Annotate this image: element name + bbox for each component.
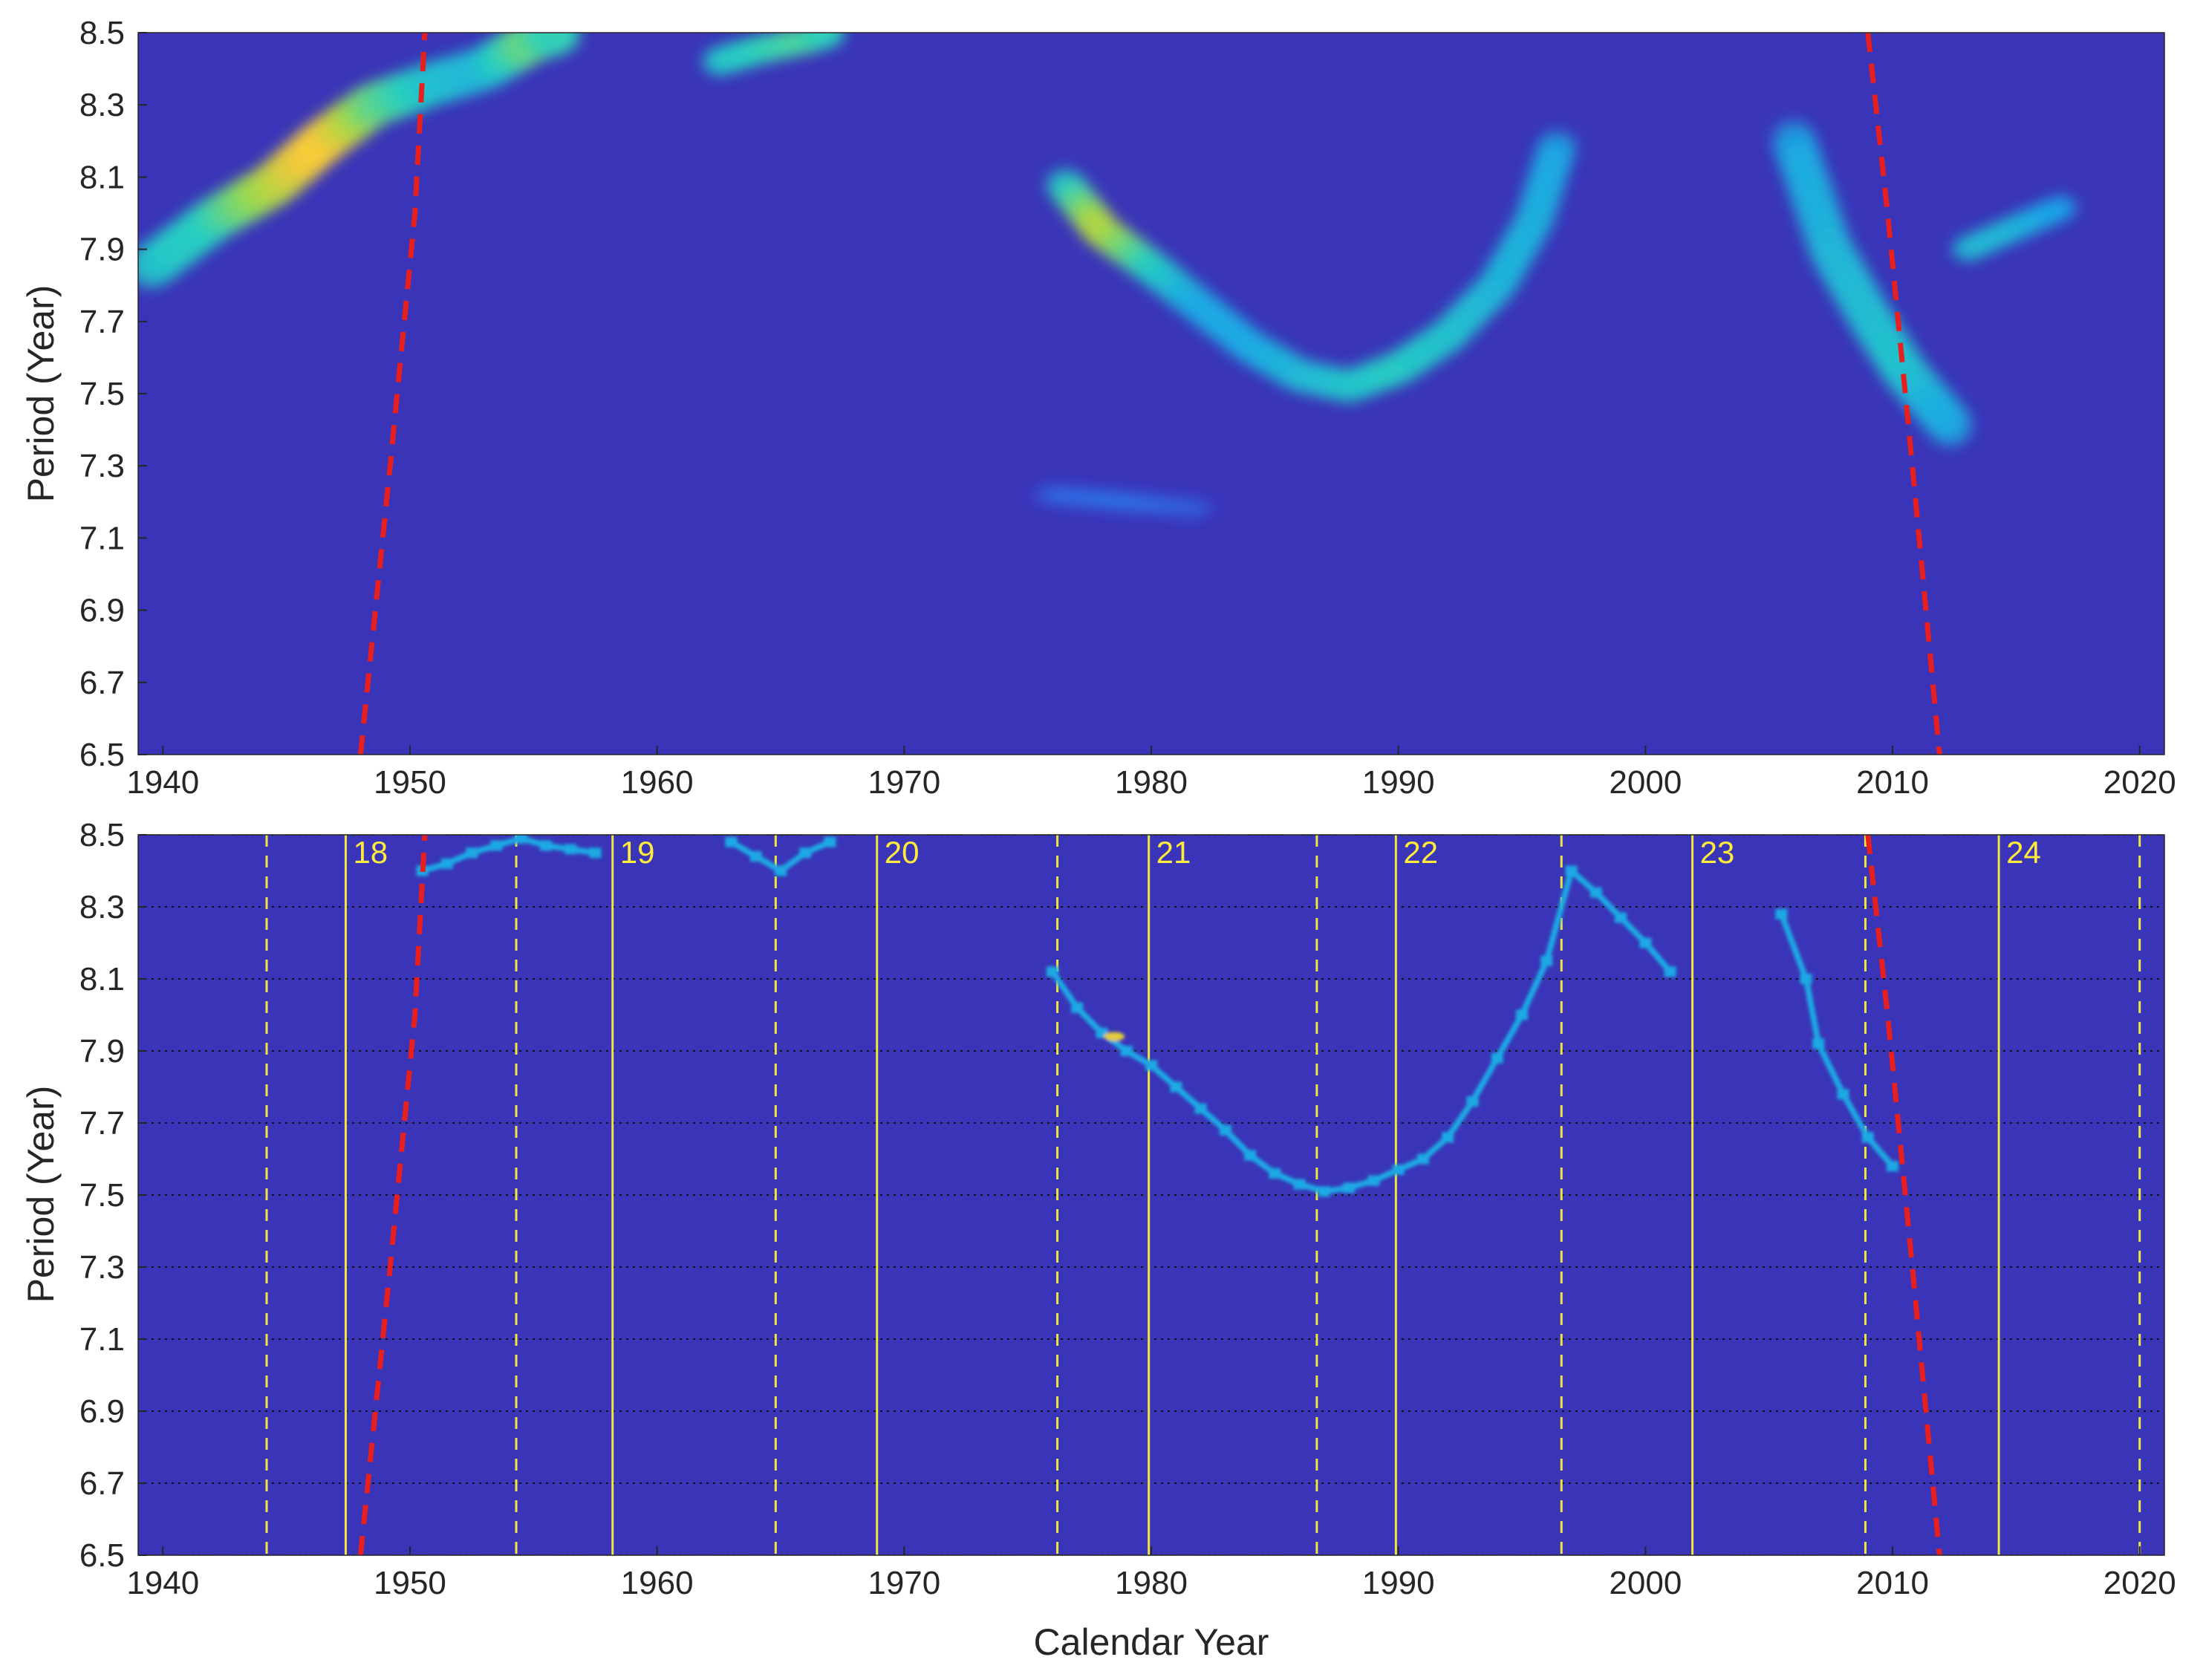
- bottom-x-tick-label: 1960: [621, 1565, 694, 1601]
- top-y-tick-label: 8.3: [79, 87, 125, 123]
- top-y-tick-label: 8.5: [79, 15, 125, 51]
- bottom-y-tick-label: 8.3: [79, 889, 125, 925]
- cycle-number-label: 22: [1403, 835, 1438, 870]
- top-x-tick-label: 1970: [868, 764, 940, 801]
- cycle-number-label: 20: [885, 835, 920, 870]
- bottom-x-tick-label: 2000: [1609, 1565, 1682, 1601]
- top-ridge-layer: [138, 33, 2078, 518]
- bottom-x-tick-label: 2010: [1856, 1565, 1929, 1601]
- bottom-y-tick-label: 6.7: [79, 1465, 125, 1502]
- top-x-tick-label: 1940: [126, 764, 199, 801]
- bottom-ridge-point: [589, 847, 602, 859]
- bottom-x-tick-label: 1950: [374, 1565, 446, 1601]
- bottom-y-tick-label: 8.5: [79, 817, 125, 853]
- top-x-tick-label: 1990: [1362, 764, 1435, 801]
- bottom-ridge-segment: [1470, 1056, 1500, 1103]
- bottom-ridge-segment: [1494, 1013, 1525, 1060]
- bottom-ridge-segment: [1543, 870, 1575, 962]
- top-x-tick-label: 2020: [2103, 764, 2176, 801]
- x-axis-label: Calendar Year: [1034, 1621, 1269, 1663]
- top-x-tick-label: 1950: [374, 764, 446, 801]
- top-x-tick-label: 2000: [1609, 764, 1682, 801]
- top-y-tick-label: 7.9: [79, 232, 125, 268]
- bottom-boundary-curves: [357, 835, 1942, 1555]
- bottom-y-tick-label: 6.5: [79, 1537, 125, 1574]
- bottom-boundary-curve-1: [357, 835, 428, 1555]
- bottom-y-tick-label: 7.9: [79, 1033, 125, 1069]
- bottom-ridge-point: [1664, 966, 1676, 977]
- cycle-number-label: 21: [1156, 835, 1191, 870]
- top-ridge-4-blob: [1928, 403, 1973, 448]
- top-y-tick-label: 7.1: [79, 520, 125, 556]
- top-y-tick-label: 6.9: [79, 593, 125, 629]
- bottom-y-tick-label: 8.1: [79, 961, 125, 997]
- top-plot-area: [138, 33, 2164, 755]
- top-y-tick-label: 7.3: [79, 448, 125, 484]
- bottom-boundary-curve-2: [1865, 835, 1942, 1555]
- bottom-y-tick-label: 7.5: [79, 1177, 125, 1214]
- bottom-y-ticks: 6.5 6.7 6.9 7.1 7.3 7.5 7.7 7.9 8.1 8.3 8.5: [79, 817, 147, 1574]
- bottom-ridge-segment: [1841, 1093, 1871, 1139]
- top-y-tick-label: 6.7: [79, 665, 125, 701]
- bottom-x-tick-label: 1990: [1362, 1565, 1435, 1601]
- top-y-tick-label: 8.1: [79, 159, 125, 195]
- top-ridge-5-blob: [2046, 195, 2078, 221]
- top-x-tick-label: 1980: [1115, 764, 1188, 801]
- bottom-y-tick-label: 7.1: [79, 1321, 125, 1358]
- bottom-ridge-point: [824, 836, 836, 847]
- bottom-ridge-point: [1887, 1161, 1898, 1172]
- top-x-tick-label: 1960: [621, 764, 694, 801]
- bottom-ridge-segment: [1778, 913, 1809, 980]
- top-ridge-2-blob: [810, 33, 846, 48]
- solar-cycle-lines: 18 19 20 21 22 23 24: [265, 835, 2141, 1555]
- top-y-tick-label: 7.7: [79, 304, 125, 340]
- bottom-plot-area: [138, 835, 2164, 1555]
- bottom-ridge-segment: [1519, 960, 1549, 1017]
- bottom-ridge-segment: [1815, 1042, 1846, 1095]
- top-boundary-curves: [357, 33, 1942, 755]
- bottom-x-tick-label: 1940: [126, 1565, 199, 1601]
- top-y-ticks: 6.5 6.7 6.9 7.1 7.3 7.5 7.7 7.9 8.1 8.3 8.5: [79, 15, 147, 773]
- top-boundary-curve-1: [357, 33, 428, 755]
- cycle-number-label: 19: [620, 835, 655, 870]
- cycle-number-label: 24: [2006, 835, 2041, 870]
- top-ridge-6-blob: [1177, 499, 1214, 518]
- bottom-ridge-segment: [1803, 978, 1822, 1045]
- top-ridge-3-blob: [1537, 130, 1578, 163]
- top-boundary-curve-2: [1865, 33, 1942, 755]
- bottom-ridge-peak: [1104, 1032, 1125, 1041]
- bottom-x-tick-label: 1970: [868, 1565, 940, 1601]
- bottom-y-tick-label: 7.3: [79, 1249, 125, 1286]
- bottom-x-tick-label: 2020: [2103, 1565, 2176, 1601]
- top-y-tick-label: 6.5: [79, 737, 125, 773]
- bottom-ridge-segment: [1050, 970, 1080, 1010]
- top-spectrogram-panel: 1940 1950 1960 1970 1980 1990 2000 2010 2020 6.5…: [20, 15, 2176, 801]
- bottom-x-tick-label: 1980: [1115, 1565, 1188, 1601]
- top-x-tick-label: 2010: [1856, 764, 1929, 801]
- bottom-y-axis-label: Period (Year): [20, 1086, 62, 1303]
- top-ridge-1-blob: [531, 33, 582, 55]
- top-y-axis-label: Period (Year): [20, 285, 62, 503]
- bottom-ridge-panel: 18 19 20 21 22 23 24 1940 1950 1960 1970 1980 1990 2…: [20, 817, 2176, 1663]
- bottom-y-tick-label: 7.7: [79, 1105, 125, 1142]
- bottom-ridge-segment: [1445, 1099, 1475, 1139]
- bottom-ridge-layer: [416, 835, 1898, 1197]
- top-y-tick-label: 7.5: [79, 376, 125, 412]
- bottom-y-tick-label: 6.9: [79, 1393, 125, 1430]
- cycle-number-label: 18: [353, 835, 388, 870]
- cycle-number-label: 23: [1700, 835, 1735, 870]
